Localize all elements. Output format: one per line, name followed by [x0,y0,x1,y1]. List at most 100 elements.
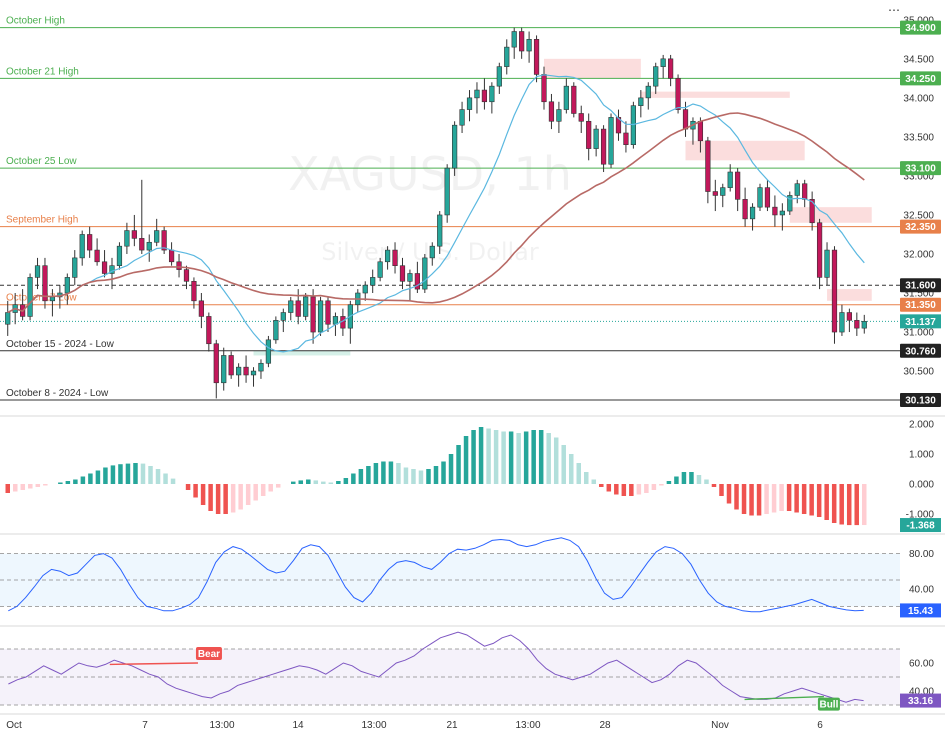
current-price-tag-bg [900,314,941,329]
candle-body-109 [816,222,823,278]
candle-38 [288,296,294,321]
rsi-tick-1: 40.00 [909,687,934,698]
candle-body-77 [578,113,584,122]
candle-15 [116,242,123,270]
candle-101 [757,183,763,212]
candle-body-78 [586,120,592,149]
candle-39 [295,289,301,325]
candle-10 [79,230,85,266]
candle-78 [586,113,592,161]
hist-tick-0: 2.000 [909,420,934,431]
candle-body-114 [854,320,860,329]
candle-body-54 [407,273,413,282]
candle-body-86 [645,85,651,99]
candle-89 [668,54,674,87]
candle-80 [600,125,607,173]
price-tick-8: 31.000 [903,328,934,339]
candle-100 [749,203,756,231]
settings-icon[interactable]: ⋯ [888,3,900,17]
candle-body-23 [176,261,182,270]
candle-body-32 [243,366,249,376]
candle-body-89 [668,58,674,79]
bear-label: Bear [198,649,220,660]
time-tick-0: Oct [6,720,22,731]
bear-divergence-line [109,662,198,666]
candle-3 [27,273,33,321]
candle-77 [578,105,584,133]
candle-71 [533,35,540,83]
candle-body-25 [191,281,197,302]
candle-73 [548,93,555,130]
candle-body-99 [742,199,748,220]
candle-83 [623,121,629,153]
candle-body-69 [519,31,525,52]
candle-68 [511,27,517,59]
candle-body-30 [228,355,234,376]
candle-70 [526,31,532,63]
candle-body-111 [831,249,838,333]
stoch-current-bg [900,603,941,618]
time-tick-7: 28 [599,720,611,731]
candles [5,27,867,399]
candle-102 [764,179,771,212]
rsi-current-tag: 33.16 [908,696,933,707]
price-tick-2: 34.000 [903,93,934,104]
rsi-line [8,631,864,703]
candle-31 [236,363,242,387]
sma-fast-line [7,74,865,353]
time-tick-1: 7 [142,720,148,731]
candle-67 [504,39,510,75]
candle-11 [87,226,93,258]
candle-60 [452,121,458,176]
candle-body-83 [623,132,629,145]
stoch-tick-0: 80.00 [909,549,934,560]
candle-body-41 [310,296,316,333]
candle-body-63 [474,89,480,99]
bull-label-bg [817,697,840,711]
candle-body-101 [757,187,763,208]
candle-body-36 [273,320,279,341]
candle-body-68 [511,31,517,48]
grid-layer [0,415,945,715]
level-tag-0: 34.900 [905,23,936,34]
level-label-3: September High [6,215,78,226]
level-lines: October High October 21 High October 25 Lo… [0,16,900,401]
candle-56 [422,253,428,294]
candle-body-27 [206,316,212,345]
candle-37 [280,308,286,333]
candle-body-29 [221,355,227,384]
candle-79 [593,125,599,157]
sma-slow-line [7,112,865,314]
price-tick-5: 32.500 [903,210,934,221]
candle-body-42 [317,300,324,333]
level-tag-1: 34.250 [905,74,936,85]
candle-body-44 [332,316,339,325]
candle-81 [608,113,614,169]
candle-body-61 [459,109,465,126]
price-axis: 35.00034.50034.00033.50033.00032.50032.0… [903,15,934,697]
candle-0 [5,300,11,336]
candle-body-40 [303,296,309,317]
candle-body-12 [94,249,100,263]
candle-body-107 [802,183,808,200]
candle-body-26 [198,300,204,317]
candle-110 [824,242,830,286]
candle-body-22 [168,249,175,263]
candle-body-80 [600,128,607,165]
candle-84 [630,101,636,149]
level-tag-2: 33.100 [905,164,936,175]
hist-tick-1: 1.000 [909,450,934,461]
candle-body-43 [325,300,331,325]
candle-34 [258,359,264,379]
candle-21 [161,226,167,254]
candle-body-21 [161,230,167,251]
candle-body-98 [735,171,741,200]
candle-17 [131,214,137,247]
candle-body-81 [608,117,614,165]
time-tick-6: 13:00 [515,720,540,731]
level-label-7: October 8 - 2024 - Low [6,388,109,399]
candle-108 [809,191,815,231]
candle-body-110 [824,249,830,278]
